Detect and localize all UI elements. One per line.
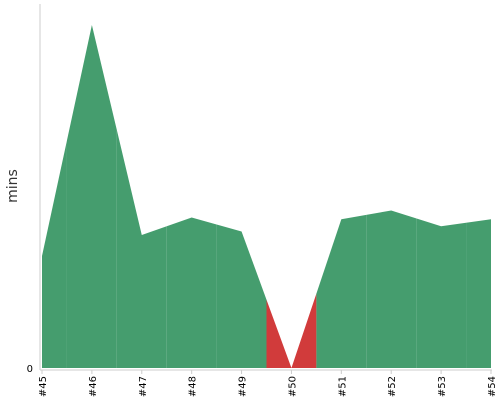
y-axis-ticks: 0 — [27, 364, 33, 375]
plot-areas — [42, 25, 491, 368]
x-tick-label: #52 — [387, 376, 398, 397]
build-area-45[interactable] — [42, 140, 67, 369]
x-tick-label: #54 — [487, 376, 498, 397]
build-area-47[interactable] — [116, 130, 167, 368]
build-area-50[interactable] — [266, 293, 317, 368]
x-tick-label: #49 — [238, 376, 249, 397]
x-tick-label: #53 — [437, 376, 448, 397]
build-area-49[interactable] — [216, 224, 267, 369]
build-area-54[interactable] — [466, 219, 491, 368]
build-area-46[interactable] — [66, 25, 117, 368]
x-tick-label: #46 — [88, 376, 99, 397]
x-tick-label: #45 — [38, 376, 49, 397]
build-area-53[interactable] — [416, 218, 467, 368]
build-area-48[interactable] — [166, 217, 217, 369]
y-tick-label: 0 — [27, 364, 33, 375]
x-tick-label: #50 — [287, 376, 298, 397]
build-area-51[interactable] — [316, 214, 367, 368]
x-tick-label: #51 — [337, 376, 348, 397]
x-tick-label: #47 — [138, 376, 149, 397]
x-axis-ticks: #45 #46 #47 #48 #49 #50 #51 #52 #53 #54 — [38, 370, 498, 397]
y-axis-title: mins — [5, 169, 21, 203]
x-tick-label: #48 — [188, 376, 199, 397]
build-area-52[interactable] — [366, 210, 417, 369]
